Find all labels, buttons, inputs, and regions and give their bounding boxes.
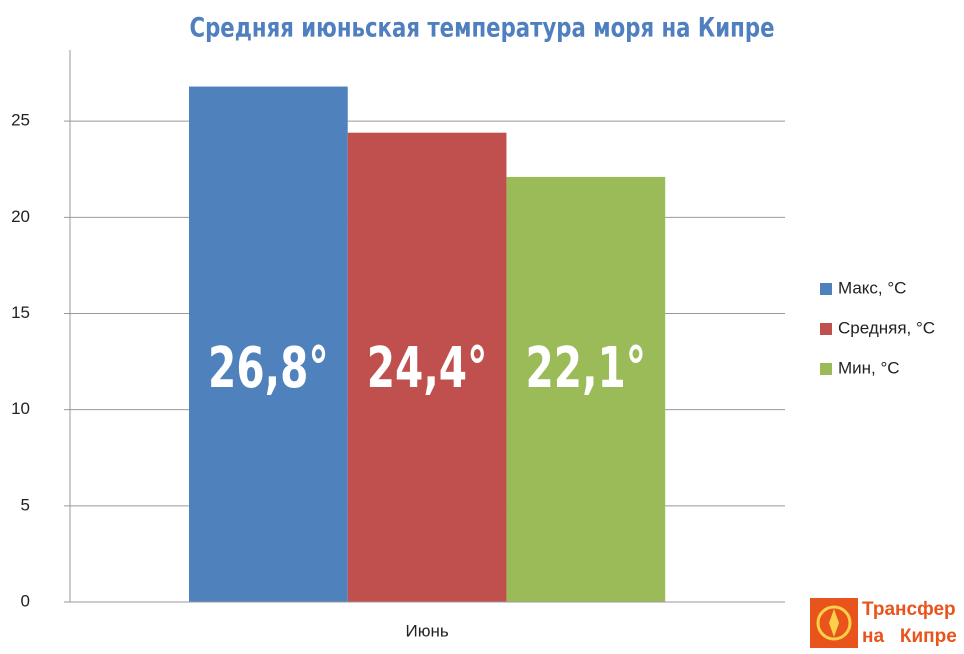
chart-title: Средняя июньская температура моря на Кип… (190, 13, 775, 44)
legend-label: Мин, °C (838, 358, 900, 377)
logo-compass (816, 605, 852, 641)
logo-text: Трансфер (862, 599, 956, 620)
y-tick-label: 5 (21, 495, 30, 514)
y-tick-label: 10 (11, 399, 30, 418)
bar (347, 132, 507, 602)
x-tick-label: Июнь (405, 621, 448, 640)
legend-swatch (820, 323, 832, 335)
legend-label: Средняя, °C (838, 318, 935, 337)
y-tick-label: 15 (11, 303, 30, 322)
y-tick-label: 20 (11, 207, 30, 226)
legend-label: Макс, °C (838, 278, 906, 297)
legend-swatch (820, 363, 832, 375)
logo-text: на Кипре (862, 626, 957, 647)
logo-needle (829, 609, 839, 637)
bar (189, 86, 348, 602)
value-label: 22,1° (526, 336, 647, 401)
y-tick-label: 0 (21, 591, 30, 610)
legend-swatch (820, 283, 832, 295)
bar (506, 176, 666, 602)
logo: Трансфер на Кипре (810, 598, 957, 648)
value-label: 26,8° (208, 336, 329, 401)
value-label: 24,4° (367, 336, 488, 401)
y-tick-label: 25 (11, 111, 30, 130)
